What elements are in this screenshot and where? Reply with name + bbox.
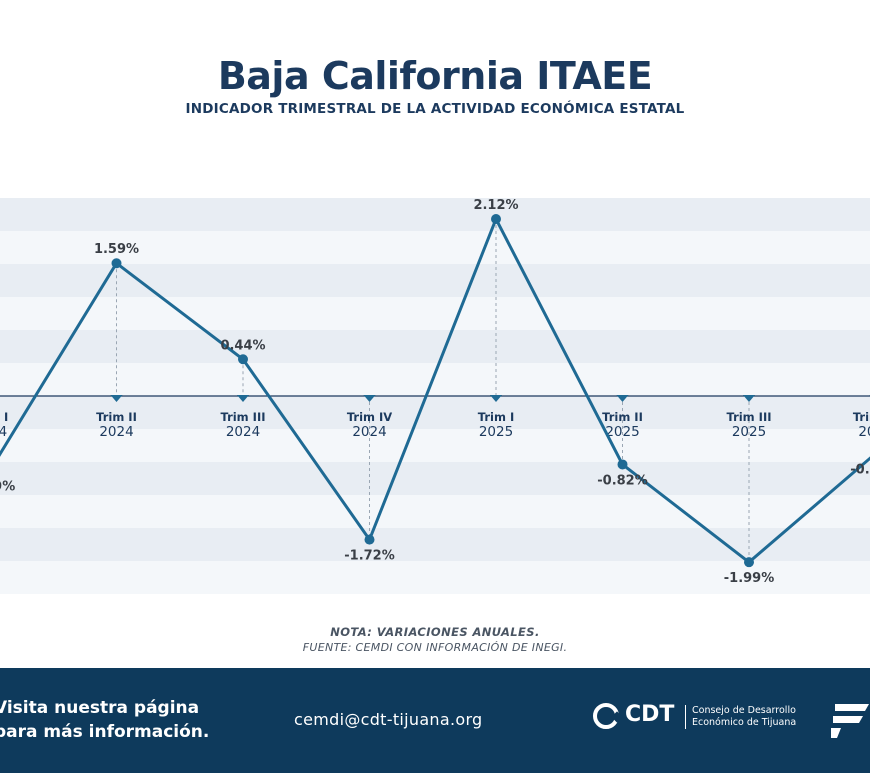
grid-band [0,396,870,429]
category-label-year: 2025 [479,424,513,440]
data-point [617,459,628,470]
value-label: 1.59% [94,242,139,257]
cdt-logo-icon [593,703,619,729]
grid-band [0,363,870,396]
value-label: 0.44% [220,338,265,353]
org-name-line-1: Consejo de Desarrollo [692,705,796,716]
category-label-year: 2025 [605,424,639,440]
category-label-quarter: Trim III [726,410,771,424]
data-point [491,213,501,224]
value-label: -0.89% [0,479,15,494]
axis-tick-marker [237,395,249,402]
grid-band [0,429,870,462]
grid-band [0,462,870,495]
footer-cta[interactable]: Visita nuestra página para más informaci… [0,696,214,744]
chart-title: Baja California ITAEE [217,54,653,98]
axis-tick-marker [743,395,755,402]
data-points [111,213,754,568]
category-label-year: 2024 [99,424,133,440]
grid-band [0,297,870,330]
chart-notes: NOTA: VARIACIONES ANUALES. FUENTE: CEMDI… [0,625,870,654]
cdt-org-name: Consejo de Desarrollo Económico de Tijua… [692,705,812,729]
data-point [111,258,122,269]
value-label: -1.72% [344,549,395,564]
category-label-year: 2025 [732,424,766,440]
data-point [744,557,754,568]
category-label-year: 2025 [858,424,870,440]
category-label-year: 2024 [0,424,7,440]
org-name-line-2: Económico de Tijuana [692,717,797,728]
category-label-quarter: Trim IV [347,410,392,424]
data-point [364,534,375,545]
cta-line-1: Visita nuestra página [0,698,200,718]
category-label-year: 2024 [226,424,260,440]
category-label-quarter: Trim II [96,410,137,424]
chart-subtitle: INDICADOR TRIMESTRAL DE LA ACTIVIDAD ECO… [185,101,685,117]
grid-band [0,330,870,363]
category-label-quarter: Trim II [602,410,643,424]
category-label-quarter: Trim I [478,410,514,424]
footer-bar: Visita nuestra página para más informaci… [0,668,870,773]
value-labels: -0.89% 1.59% 0.44% -1.72% 2.12% -0.82% -1.99% -… [0,198,870,586]
value-label: -0.82% [597,473,648,488]
value-label: -0.69% [850,463,870,478]
grid-band [0,495,870,528]
grid-bands [0,198,870,594]
logo-separator [685,705,686,729]
cdt-logo-text: CDT [625,702,675,727]
grid-band [0,198,870,231]
axis-tick-marker [110,395,123,402]
category-label-quarter: Trim III [220,410,265,424]
axis-tick-marker [490,395,502,402]
grid-band [0,264,870,297]
series-line [0,215,870,565]
grid-band [0,231,870,264]
contact-email-link[interactable]: cemdi@cdt-tijuana.org [294,710,483,729]
grid-band [0,561,870,594]
f-logo-icon [831,704,869,738]
value-label: 2.12% [473,198,518,213]
source-text: FUENTE: CEMDI CON INFORMACIÓN DE INEGI. [302,641,568,654]
category-label-quarter: Trim I [0,410,8,424]
axis-tick-marker [363,395,376,402]
axis-ticks [110,395,870,402]
note-text: NOTA: VARIACIONES ANUALES. [330,625,540,639]
cta-line-2: para más información. [0,722,210,742]
value-label: -1.99% [724,571,775,586]
data-point [238,354,248,365]
drop-lines [116,218,750,563]
axis-tick-marker [616,395,629,402]
category-label-year: 2024 [352,424,386,440]
category-label-quarter: Trim IV [853,410,870,424]
